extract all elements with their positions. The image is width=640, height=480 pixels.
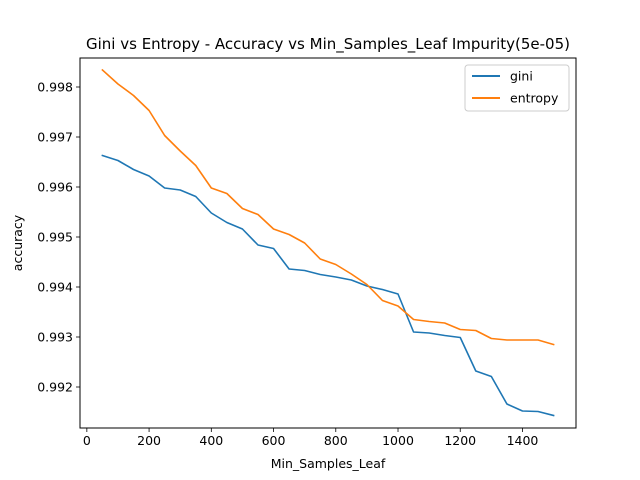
y-tick-label: 0.992 [37,380,73,395]
series-layer [101,68,555,417]
chart-title: Gini vs Entropy - Accuracy vs Min_Sample… [86,35,570,54]
y-tick-label: 0.998 [37,80,73,95]
x-tick-label: 1400 [507,433,539,448]
x-axis-label: Min_Samples_Leaf [271,456,386,471]
y-axis-label: accuracy [10,214,25,271]
y-tick-label: 0.994 [37,280,73,295]
x-tick-label: 800 [324,433,348,448]
x-tick-label: 1200 [444,433,476,448]
y-axis-ticks: 0.992 0.993 0.994 0.995 0.996 0.997 0.998 [37,80,80,395]
x-tick-label: 200 [137,433,161,448]
x-axis-ticks: 0 200 400 600 800 1000 1200 1400 [83,428,539,448]
series-line-entropy [101,68,555,346]
y-tick-label: 0.997 [37,130,73,145]
x-tick-label: 0 [83,433,91,448]
x-tick-label: 400 [199,433,223,448]
y-tick-label: 0.995 [37,230,73,245]
y-tick-label: 0.996 [37,180,73,195]
legend-label-entropy: entropy [510,91,559,106]
legend: gini entropy [464,64,570,112]
series-line-gini [101,154,555,417]
plot-area [80,58,576,428]
x-tick-label: 1000 [382,433,414,448]
x-tick-label: 600 [262,433,286,448]
plot-frame [79,57,577,429]
legend-label-gini: gini [510,69,533,84]
y-tick-label: 0.993 [37,330,73,345]
